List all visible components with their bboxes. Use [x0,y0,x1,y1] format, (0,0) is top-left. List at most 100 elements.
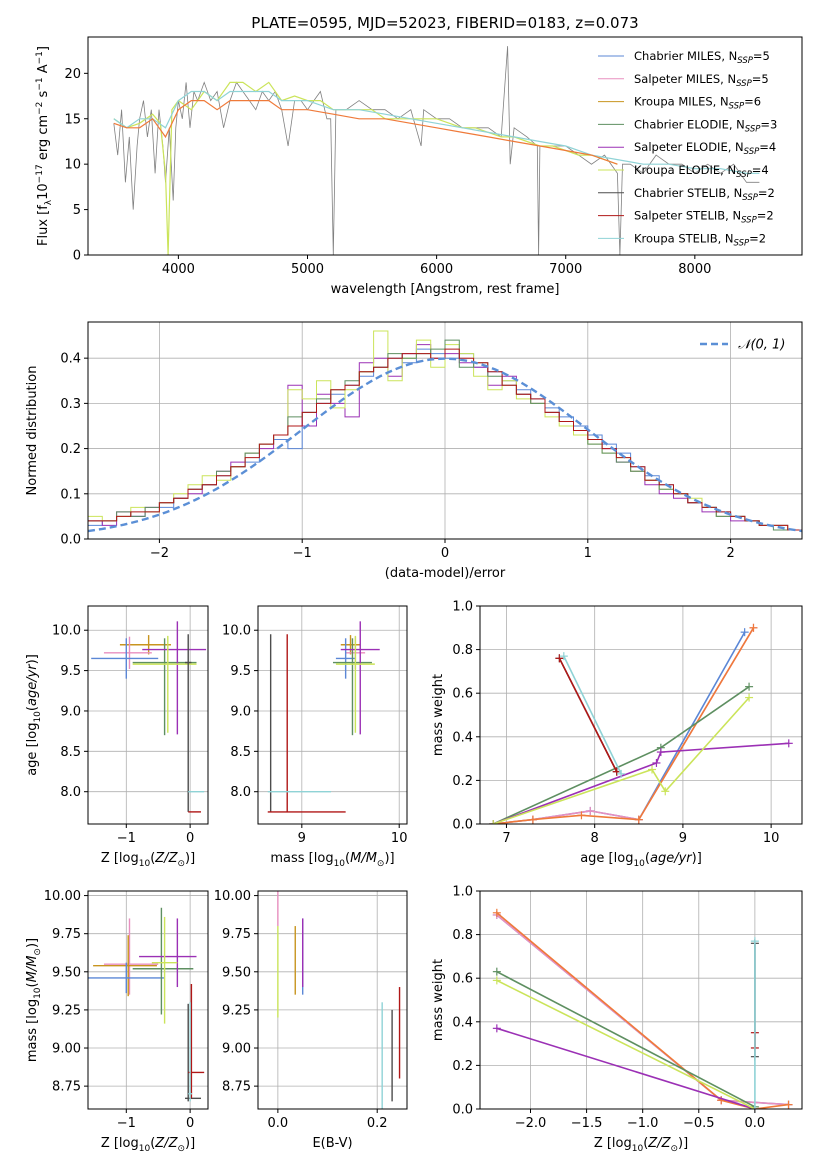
figure-title: PLATE=0595, MJD=52023, FIBERID=0183, z=0… [251,14,638,32]
chart-residuals: −2 −1 0 1 2 0.0 0.1 0.2 0.3 0.4 (data-model)/error… [25,321,803,581]
plot-area [88,330,802,533]
y-tick-label: 8.0 [230,785,251,800]
x-tick-label: 7000 [549,262,582,277]
plot-area [91,621,207,813]
axis-label: mass [log10(M/M⊙)] [25,938,43,1062]
plot-area [113,46,760,255]
y-tick-label: 5 [73,203,81,218]
y-tick-label: 0.0 [452,818,473,833]
y-tick-label: 9.00 [222,1042,251,1057]
axes-frame [479,890,803,1110]
x-tick-label: 0 [186,831,194,846]
plot-area [277,891,401,1109]
x-tick-label: −0.5 [683,1116,715,1131]
chart-spectrum: 4000 5000 6000 7000 8000 0 5 10 15 20 wavelength [… [35,36,803,297]
x-tick-label: 5000 [291,262,324,277]
axis-label: Z [log10(Z/Z⊙)] [594,1136,688,1154]
axis-label: mass [log10(M/M⊙)] [270,851,394,869]
y-tick-label: 9.0 [60,704,81,719]
series-line-Kroupa MILES [493,627,755,824]
y-tick-label: 0.1 [60,487,81,502]
y-tick-label: 9.0 [230,704,251,719]
y-tick-label: 9.50 [52,965,81,980]
y-tick-label: 9.25 [52,1003,81,1018]
y-tick-label: 0.0 [60,533,81,548]
axes-frame [87,890,209,1110]
y-tick-label: 9.5 [230,664,251,679]
chart-mass-vs-Z: −1 0 8.75 9.00 9.25 9.50 9.75 10.00 Z [log10(Z/Z… [25,889,209,1154]
y-tick-label: 8.5 [230,745,251,760]
x-tick-label: 8000 [678,262,711,277]
y-tick-label: 1.0 [452,600,473,615]
legend-entry: Chabrier MILES, NSSP=5 [634,49,770,66]
series-line-Chabrier ELODIE [496,970,756,1108]
y-tick-label: 0.4 [452,1015,473,1030]
x-tick-label: 10 [391,831,408,846]
x-tick-label: 0 [186,1116,194,1131]
plot-area [267,621,380,813]
series-line-Chabrier ELODIE [492,686,750,824]
axis-label: Normed distribution [25,366,40,496]
x-tick-label: 8 [591,831,599,846]
plot-area [492,908,793,1109]
series-line-Salpeter ELODIE [492,742,789,824]
series-line-Salpeter STELIB [558,657,618,773]
series-line-Kroupa MILES [496,912,789,1109]
chart-age-vs-mass: 9 10 8.0 8.5 9.0 9.5 10.0 mass [log10(M/M⊙)] [222,605,408,869]
legend-entry: Salpeter STELIB, NSSP=2 [634,209,774,226]
x-tick-label: 2 [726,546,734,561]
chart-weight-vs-Z: −2.0 −1.5 −1.0 −0.5 0.0 0.0 0.2 0.4 0.6 0.8 1.0 Z [… [431,885,803,1154]
y-tick-label: 0.0 [452,1103,473,1118]
y-tick-label: 0.4 [60,352,81,367]
x-tick-label: 4000 [162,262,195,277]
y-tick-label: 0.2 [452,1059,473,1074]
y-tick-label: 9.75 [222,927,251,942]
series-line-Kroupa STELIB [563,655,622,775]
x-tick-label: −2 [150,546,169,561]
x-tick-label: −1 [293,546,312,561]
spectrum-line-ELODIE [113,90,760,174]
axes-frame [87,605,209,825]
y-tick-label: 10.00 [214,889,251,904]
legend-entry: Salpeter ELODIE, NSSP=4 [634,140,776,157]
spectrum-line-MILES [113,81,618,255]
legend-entry: Kroupa STELIB, NSSP=2 [634,231,766,248]
axes-frame [479,605,803,825]
axis-label: age [log10(age/yr)] [25,654,43,776]
axis-label: (data-model)/error [385,566,506,581]
y-tick-label: 9.50 [222,965,251,980]
series-line-Kroupa ELODIE [492,697,750,824]
legend-entry: Chabrier ELODIE, NSSP=3 [634,117,777,134]
y-tick-label: 9.5 [60,664,81,679]
x-tick-label: 0.0 [745,1116,766,1131]
y-tick-label: 8.5 [60,745,81,760]
x-tick-label: 0.2 [367,1116,388,1131]
series-line-Kroupa ELODIE [496,979,756,1109]
y-tick-label: 10.0 [222,624,251,639]
series-line-Salpeter MILES [493,627,755,824]
series-line-Chabrier MILES [493,631,746,824]
axis-label: E(B-V) [312,1136,352,1151]
y-tick-label: 8.75 [222,1080,251,1095]
axis-label: mass weight [431,959,446,1041]
x-tick-label: 10 [763,831,780,846]
chart-weight-vs-age: 7 8 9 10 0.0 0.2 0.4 0.6 0.8 1.0 age [log10(age/yr… [431,600,803,869]
y-tick-label: 0.8 [452,643,473,658]
y-tick-label: 10.00 [44,889,81,904]
y-tick-label: 0.3 [60,397,81,412]
y-tick-label: 0.6 [452,687,473,702]
x-tick-label: 7 [502,831,510,846]
axis-label: mass weight [431,674,446,756]
histogram-Salpeter STELIB [88,348,802,531]
y-tick-label: 9.25 [222,1003,251,1018]
y-tick-label: 0.2 [60,442,81,457]
legend-entry: Kroupa ELODIE, NSSP=4 [634,163,769,180]
axes-frame [257,605,408,825]
legend-entry: Kroupa MILES, NSSP=6 [634,95,761,112]
axes-frame [257,890,408,1110]
y-tick-label: 10 [64,158,81,173]
x-tick-label: 0.0 [268,1116,289,1131]
plot-area [489,623,793,824]
axis-label: Flux [fλ10−17 erg cm−2 s−1 A−1] [35,46,54,246]
